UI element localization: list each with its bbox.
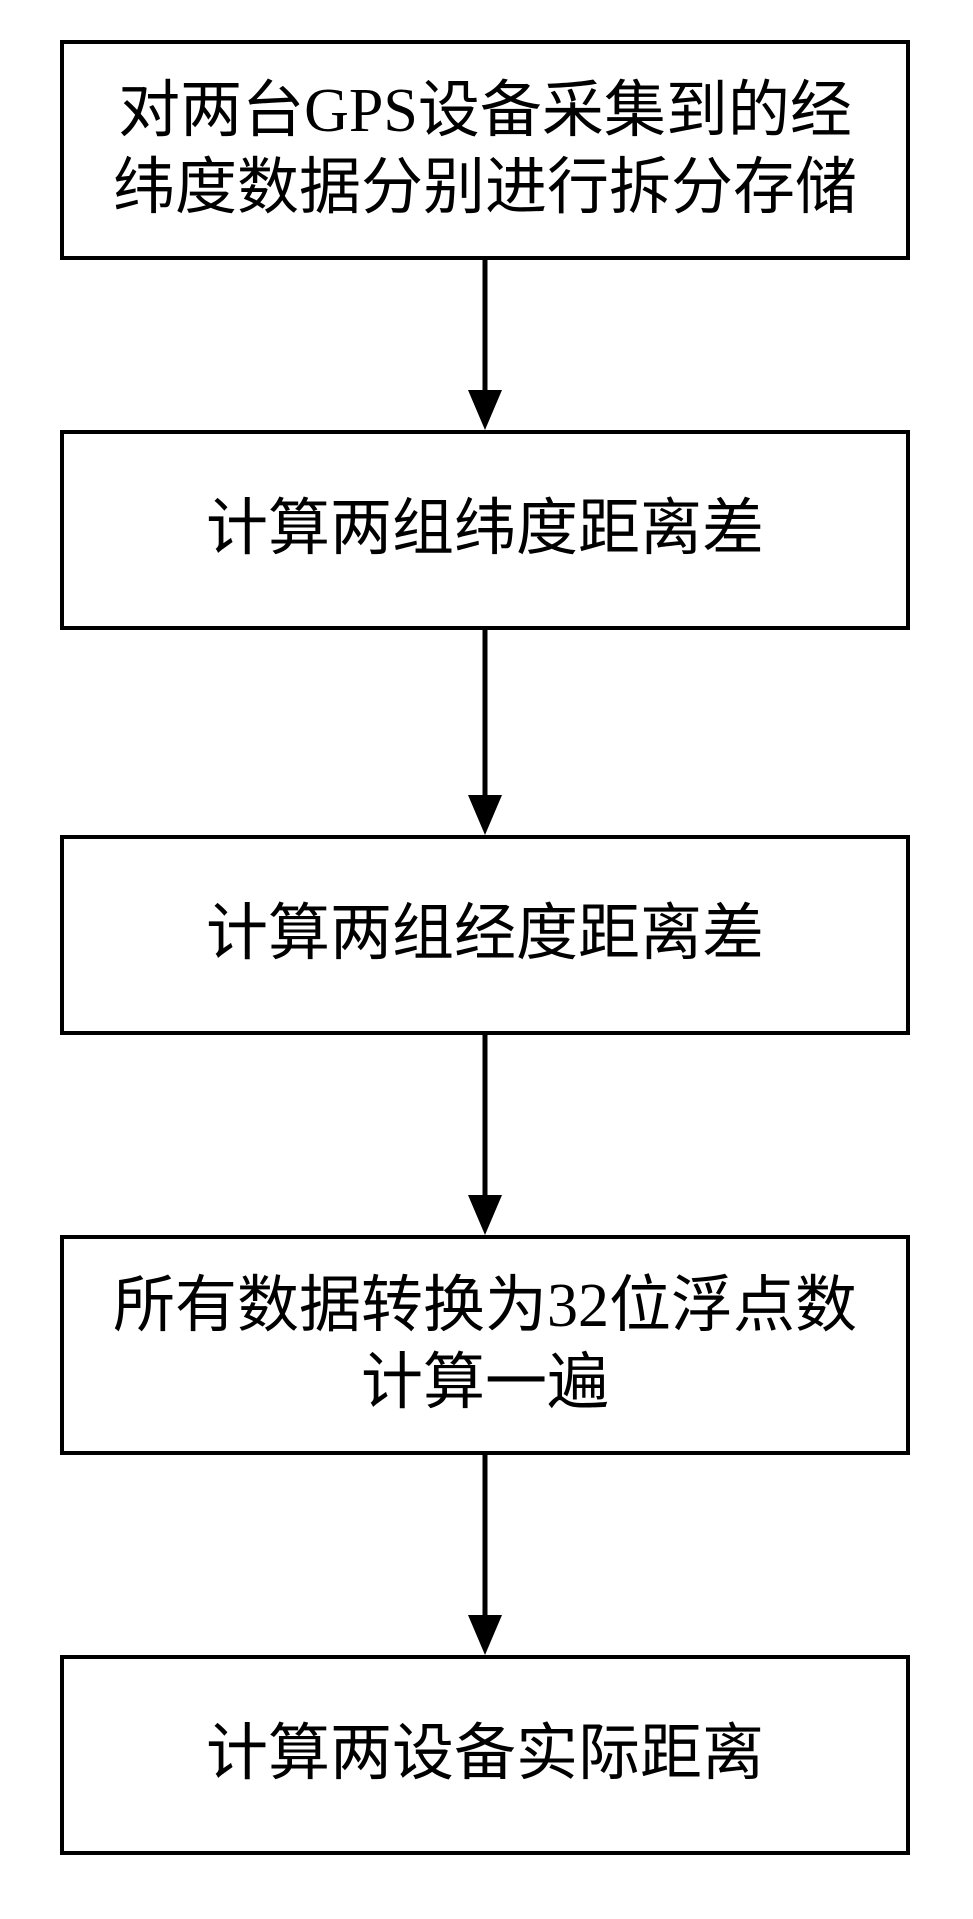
flow-node-label: 对两台GPS设备采集到的经纬度数据分别进行拆分存储: [88, 73, 882, 228]
flow-node-label: 计算两设备实际距离: [88, 1716, 882, 1794]
flow-node-n5: 计算两设备实际距离: [60, 1655, 910, 1855]
flow-node-label: 计算两组纬度距离差: [88, 491, 882, 569]
flowchart-canvas: 对两台GPS设备采集到的经纬度数据分别进行拆分存储计算两组纬度距离差计算两组经度…: [0, 0, 973, 1919]
flow-edge-n3-n4: [468, 1035, 502, 1235]
flow-edge-n1-n2: [468, 260, 502, 430]
flow-node-n2: 计算两组纬度距离差: [60, 430, 910, 630]
flow-node-label: 所有数据转换为32位浮点数计算一遍: [88, 1268, 882, 1423]
flow-node-label: 计算两组经度距离差: [88, 896, 882, 974]
flow-node-n1: 对两台GPS设备采集到的经纬度数据分别进行拆分存储: [60, 40, 910, 260]
flow-node-n3: 计算两组经度距离差: [60, 835, 910, 1035]
flow-edge-n4-n5: [468, 1455, 502, 1655]
flow-node-n4: 所有数据转换为32位浮点数计算一遍: [60, 1235, 910, 1455]
flow-edge-n2-n3: [468, 630, 502, 835]
